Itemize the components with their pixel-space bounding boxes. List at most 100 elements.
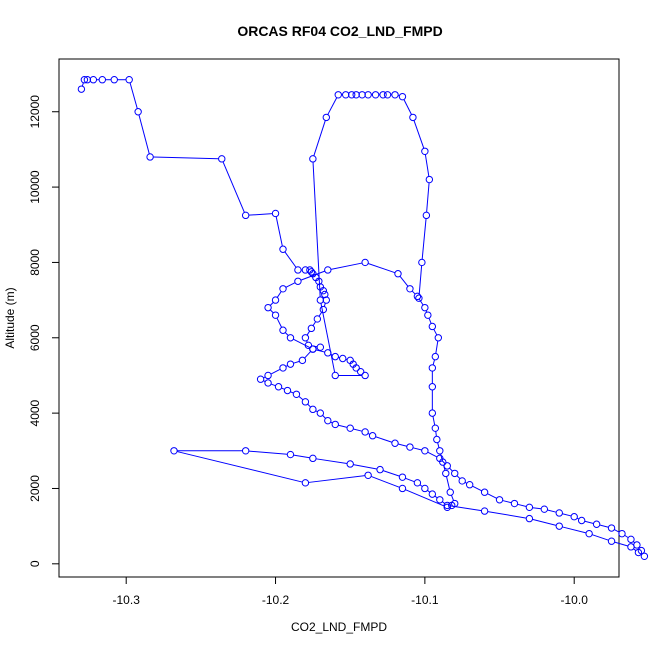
data-point	[406, 285, 414, 293]
series-segment	[269, 309, 274, 314]
data-point	[352, 91, 360, 99]
data-point	[413, 479, 422, 487]
data-point	[421, 147, 429, 155]
data-point	[241, 211, 250, 220]
series-segment	[502, 500, 512, 504]
data-point	[80, 76, 89, 84]
data-point	[134, 108, 142, 116]
data-point	[406, 443, 414, 451]
x-tick-label: -10.3	[113, 593, 141, 607]
series-segment	[397, 443, 407, 447]
series-segment	[487, 511, 527, 519]
data-point	[525, 514, 534, 523]
data-point	[434, 334, 443, 342]
series-segment	[432, 416, 436, 426]
data-point	[368, 432, 377, 440]
data-point	[465, 481, 474, 489]
data-point	[274, 383, 283, 391]
data-series	[77, 76, 649, 560]
series-segment	[270, 383, 276, 387]
data-point	[322, 113, 331, 122]
data-point	[431, 352, 440, 361]
series-segment	[599, 524, 609, 528]
series-segment	[446, 476, 450, 490]
data-point	[77, 85, 86, 93]
series-segment	[421, 218, 427, 260]
data-point	[170, 447, 178, 455]
data-point	[480, 507, 489, 515]
series-segment	[284, 332, 289, 336]
data-point	[428, 409, 437, 417]
data-point	[592, 520, 601, 528]
data-point	[316, 296, 325, 304]
data-point	[421, 303, 429, 312]
data-point	[279, 245, 287, 253]
data-point	[125, 76, 133, 84]
series-segment	[138, 114, 150, 154]
series-segment	[375, 436, 393, 443]
series-segment	[248, 450, 288, 455]
series-segment	[403, 99, 412, 115]
series-segment	[318, 311, 323, 317]
data-point	[433, 435, 441, 444]
y-axis-label: Altitude (m)	[3, 287, 17, 348]
data-point	[391, 439, 399, 447]
data-point	[480, 488, 489, 496]
series-segment	[418, 265, 423, 296]
data-point	[298, 356, 307, 365]
series-segment	[411, 290, 416, 295]
data-point	[339, 354, 347, 363]
series-segment	[290, 391, 294, 394]
data-point	[294, 277, 302, 285]
series-segment	[330, 262, 363, 270]
series-segment	[307, 403, 311, 408]
data-point	[607, 524, 616, 532]
series-segment	[327, 97, 338, 115]
data-point	[525, 503, 534, 512]
series-segment	[370, 475, 400, 488]
data-point	[428, 490, 437, 498]
data-point	[585, 529, 593, 538]
series-segment	[284, 251, 297, 268]
data-point	[346, 424, 354, 432]
data-point	[316, 343, 325, 351]
series-segment	[456, 475, 461, 480]
series-segment	[269, 302, 274, 306]
data-point	[146, 153, 154, 161]
series-segment	[176, 451, 303, 483]
series-segment	[304, 351, 312, 359]
data-point	[324, 266, 332, 274]
series-segment	[405, 477, 415, 483]
data-point	[428, 322, 437, 331]
data-point	[607, 537, 616, 545]
data-point	[324, 349, 332, 357]
y-tick-label: 8000	[28, 249, 42, 276]
x-axis: -10.3 -10.2 -10.1 -10.0	[113, 577, 588, 607]
series-segment	[614, 529, 620, 533]
data-point	[431, 424, 440, 432]
data-point	[256, 375, 265, 383]
data-point	[307, 268, 316, 276]
series-segment	[276, 291, 282, 298]
data-point	[286, 334, 295, 342]
series-segment	[315, 458, 348, 464]
data-point	[307, 324, 316, 333]
series-segment	[293, 454, 310, 459]
data-point	[309, 345, 317, 353]
series-segment	[153, 156, 219, 160]
series-segment	[624, 534, 629, 539]
series-segment	[562, 513, 572, 517]
series-segment	[487, 493, 497, 499]
data-point	[301, 334, 310, 342]
data-point	[264, 379, 272, 387]
data-point	[316, 409, 325, 417]
data-point	[436, 496, 444, 504]
data-point	[304, 341, 313, 350]
chart-title: ORCAS RF04 CO2_LND_FMPD	[237, 23, 442, 39]
series-segment	[532, 518, 557, 526]
data-point	[443, 462, 451, 470]
series-segment	[81, 82, 84, 87]
series-segment	[322, 415, 326, 419]
data-point	[264, 371, 272, 380]
